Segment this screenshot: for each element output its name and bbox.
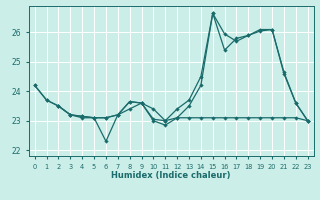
X-axis label: Humidex (Indice chaleur): Humidex (Indice chaleur) — [111, 171, 231, 180]
